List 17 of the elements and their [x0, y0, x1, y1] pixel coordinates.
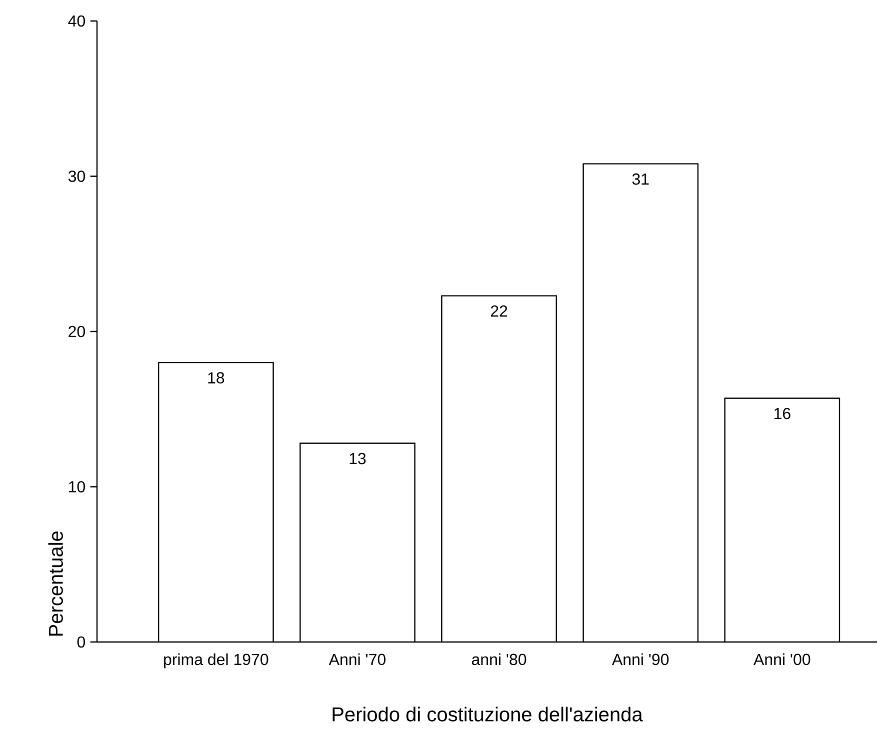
y-tick-label: 10 [69, 481, 86, 492]
x-tick-label: anni '80 [472, 653, 526, 666]
x-tick-label: prima del 1970 [164, 653, 268, 668]
data-label: 16 [774, 408, 790, 420]
y-tick-label: 0 [77, 636, 86, 648]
data-label: 18 [208, 372, 224, 384]
x-tick-label: Anni '90 [612, 653, 669, 666]
y-tick-label: 20 [68, 326, 86, 338]
x-axis-title: Periodo di costituzione dell'azienda [332, 706, 643, 722]
data-label: 31 [632, 173, 649, 185]
data-label: 22 [490, 305, 508, 317]
x-tick-label: Anni '00 [754, 653, 810, 666]
y-axis-title: Percentuale [48, 531, 63, 636]
y-tick-label: 30 [68, 170, 86, 182]
y-tick-label: 40 [68, 15, 86, 27]
data-label: 13 [350, 452, 366, 464]
x-tick-label: Anni '70 [328, 653, 386, 666]
